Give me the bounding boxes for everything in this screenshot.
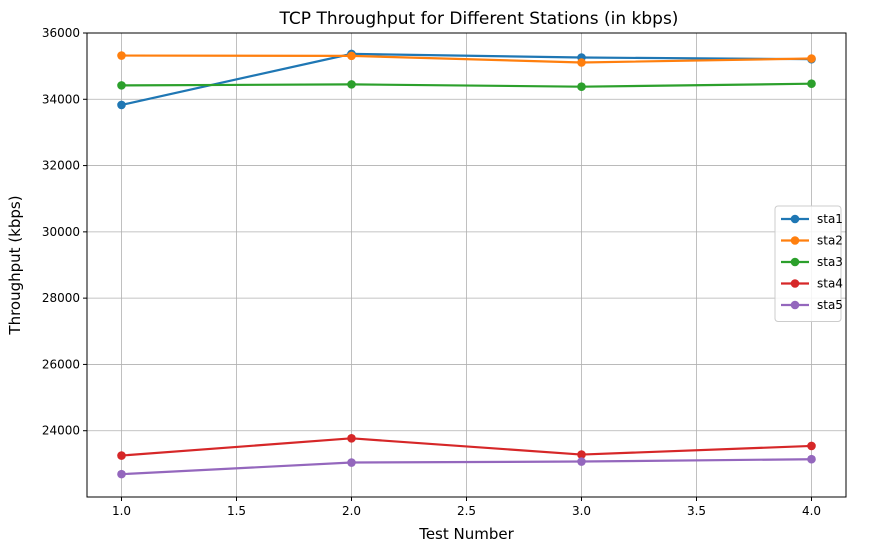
- chart-title: TCP Throughput for Different Stations (i…: [279, 9, 679, 29]
- data-point: [117, 451, 126, 460]
- legend-item-sta3: sta3: [781, 255, 843, 269]
- legend-marker: [790, 279, 800, 288]
- legend-item-sta5: sta5: [781, 298, 843, 312]
- x-tick-label: 4.0: [802, 504, 821, 518]
- legend-marker: [790, 300, 800, 310]
- y-tick-label: 24000: [42, 424, 80, 438]
- axis-ticks: 1.0 1.5 2.0 2.5 3.0 3.5 4.0 24000 26000 28000 3000…: [42, 26, 821, 518]
- x-axis-label: Test Number: [418, 525, 514, 543]
- series-line: [120, 458, 813, 476]
- data-point: [577, 58, 586, 67]
- y-axis-label: Throughput (kbps): [6, 195, 24, 335]
- data-point: [347, 434, 356, 443]
- x-tick-label: 2.0: [342, 504, 361, 518]
- legend-item-sta4: sta4: [781, 277, 843, 291]
- data-point: [807, 54, 816, 63]
- data-point: [347, 51, 356, 61]
- series-line: [120, 52, 813, 107]
- data-point: [807, 441, 816, 451]
- legend: sta1 sta2 sta3 sta4 sta5: [774, 205, 843, 322]
- data-point: [807, 79, 816, 89]
- legend-label: sta5: [817, 298, 843, 312]
- series-sta5: [117, 454, 816, 479]
- y-tick-label: 30000: [42, 225, 80, 239]
- series-line: [120, 82, 813, 88]
- legend-box: [774, 205, 842, 322]
- series-line: [120, 54, 813, 64]
- series-layer: [117, 49, 816, 479]
- legend-item-sta2: sta2: [781, 234, 843, 248]
- legend-marker: [790, 236, 800, 245]
- x-tick-label: 1.5: [227, 504, 246, 518]
- x-tick-label: 1.0: [112, 504, 131, 518]
- x-tick-label: 3.5: [687, 504, 706, 518]
- legend-item-sta1: sta1: [781, 212, 843, 226]
- y-tick-label: 34000: [42, 92, 80, 106]
- legend-marker: [790, 214, 800, 224]
- x-tick-label: 3.0: [572, 504, 591, 518]
- legend-label: sta3: [817, 255, 843, 269]
- legend-label: sta1: [817, 212, 843, 226]
- data-point: [117, 81, 126, 90]
- series-sta4: [117, 434, 816, 460]
- data-point: [347, 80, 356, 89]
- series-line: [120, 437, 813, 457]
- y-tick-label: 28000: [42, 291, 80, 305]
- y-tick-label: 36000: [42, 26, 80, 40]
- legend-label: sta2: [817, 234, 843, 248]
- y-tick-label: 32000: [42, 159, 80, 173]
- series-sta2: [117, 51, 816, 67]
- legend-marker: [790, 257, 800, 267]
- data-point: [577, 82, 586, 91]
- series-sta3: [117, 79, 816, 91]
- data-point: [117, 51, 126, 60]
- data-point: [577, 450, 586, 459]
- data-point: [117, 469, 126, 479]
- legend-label: sta4: [817, 277, 843, 291]
- data-point: [577, 457, 586, 466]
- y-tick-label: 26000: [42, 357, 80, 371]
- grid: [87, 32, 846, 497]
- data-point: [347, 458, 356, 467]
- data-point: [117, 100, 126, 110]
- data-point: [807, 454, 816, 464]
- x-tick-label: 2.5: [457, 504, 476, 518]
